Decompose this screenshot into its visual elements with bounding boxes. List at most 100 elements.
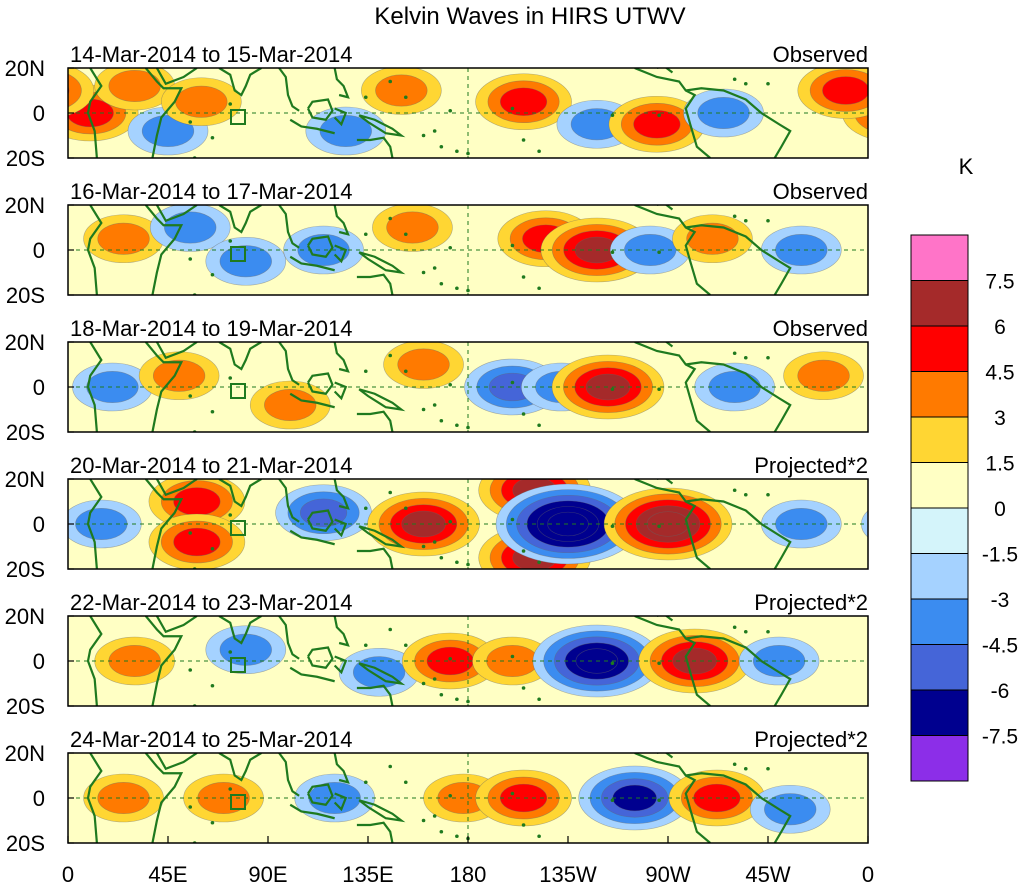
island — [766, 81, 770, 86]
island — [403, 780, 408, 785]
contour-level — [499, 87, 548, 116]
island — [521, 823, 526, 827]
contour-level — [264, 389, 317, 421]
y-tick-label: 20S — [6, 694, 45, 719]
coastlines — [86, 753, 792, 843]
island — [537, 149, 541, 154]
colorbar-level-label: 1.5 — [985, 453, 1014, 476]
coastline — [155, 205, 198, 223]
island — [188, 531, 193, 535]
island — [363, 643, 368, 648]
island — [228, 102, 233, 106]
coastline — [218, 205, 262, 234]
coastline — [144, 616, 184, 706]
y-tick-label: 20S — [6, 146, 45, 171]
contour-level — [961, 78, 1024, 126]
colorbar-swatch — [910, 507, 969, 554]
coastline — [358, 525, 406, 549]
island — [363, 232, 368, 237]
island — [403, 506, 408, 511]
island — [388, 490, 393, 495]
island — [432, 540, 437, 544]
contour-level — [764, 793, 817, 826]
x-tick-label: 135W — [539, 862, 597, 887]
colorbar-level-label: -4.5 — [982, 635, 1018, 658]
contour-level — [998, 782, 1024, 813]
coastline — [685, 498, 792, 569]
island — [610, 661, 615, 666]
contour-level — [961, 481, 1024, 523]
coastline — [358, 114, 406, 138]
island — [657, 661, 661, 666]
contour-level — [0, 508, 27, 539]
y-tick-label: 20N — [5, 330, 45, 355]
colorbar-swatch — [910, 735, 969, 782]
coastline — [333, 342, 350, 373]
panel-kind-label: Observed — [773, 316, 868, 341]
island — [466, 288, 470, 293]
colorbar-level-label: 6 — [994, 316, 1006, 339]
y-tick-label: 20S — [6, 557, 45, 582]
coastline — [218, 753, 262, 782]
colorbar-level-label: -6 — [991, 680, 1010, 703]
coastline — [685, 87, 792, 158]
x-axis: 0 45E 90E 135E 180 135W 90W 45W 0 — [62, 836, 874, 887]
coastline — [307, 235, 334, 258]
positive-anomaly — [608, 95, 706, 153]
island — [228, 376, 233, 380]
island — [403, 369, 408, 374]
island — [610, 387, 615, 392]
island — [421, 133, 426, 138]
x-tick-label: 0 — [862, 862, 874, 887]
island — [363, 95, 368, 100]
coastline — [86, 753, 103, 843]
island — [432, 129, 437, 133]
island — [521, 686, 526, 690]
contour-level — [375, 74, 428, 107]
coastline — [634, 479, 711, 569]
island — [455, 697, 459, 702]
coastline — [278, 753, 300, 797]
island — [466, 562, 470, 567]
panels-group: 20N 0 20S 14-Mar-2014 to 15-Mar-2014 Observe… — [0, 42, 1024, 856]
coastline — [218, 68, 262, 97]
coastline — [333, 792, 348, 812]
coastline — [356, 821, 394, 843]
positive-anomaly — [783, 351, 864, 401]
x-tick-label: 45E — [148, 862, 187, 887]
coastline — [634, 616, 711, 706]
coastline — [278, 479, 300, 523]
colorbar-swatch — [910, 689, 969, 736]
coastline — [656, 616, 674, 622]
coastline — [358, 799, 406, 823]
island — [743, 629, 748, 634]
contour-level — [1020, 246, 1024, 277]
island — [466, 151, 470, 156]
colorbar-level-label: -3 — [991, 589, 1010, 612]
y-tick-label: 20N — [5, 193, 45, 218]
island — [403, 232, 408, 237]
island — [521, 549, 526, 553]
coastline — [144, 479, 184, 569]
contour-level — [499, 783, 548, 813]
panel: 20N 0 20S 22-Mar-2014 to 23-Mar-2014 Project… — [5, 590, 869, 719]
negative-anomaly — [578, 765, 691, 831]
island — [210, 820, 215, 825]
contour-level — [173, 527, 221, 557]
coastlines — [86, 68, 792, 158]
island — [432, 677, 437, 681]
colorbar-units-label: K — [959, 154, 974, 179]
coastline — [333, 107, 348, 127]
reference-box — [230, 109, 246, 125]
contour-level — [895, 62, 975, 110]
island — [421, 407, 426, 412]
island — [455, 286, 459, 291]
colorbar-swatch — [910, 553, 969, 600]
colorbar-swatch — [910, 234, 969, 281]
island — [743, 81, 748, 86]
island — [657, 524, 661, 529]
island — [766, 218, 770, 223]
panel-date-label: 14-Mar-2014 to 15-Mar-2014 — [70, 42, 352, 67]
positive-anomaly — [475, 769, 572, 827]
coastline — [278, 342, 300, 386]
